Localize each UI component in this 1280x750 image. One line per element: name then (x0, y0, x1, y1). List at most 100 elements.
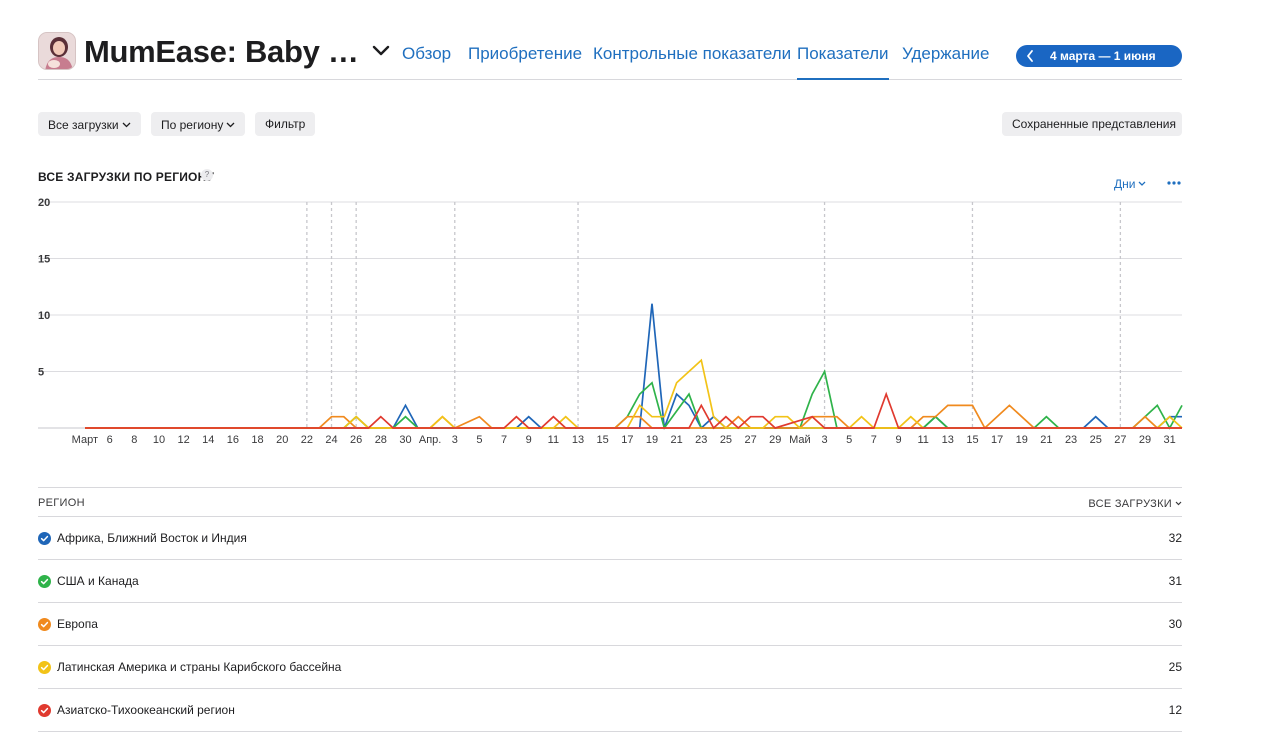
date-range-button[interactable]: 4 марта — 1 июня (1016, 45, 1182, 67)
region-downloads-value: 12 (1168, 703, 1182, 717)
x-tick-label: 28 (375, 434, 387, 446)
column-header-region: РЕГИОН (38, 497, 85, 509)
all-downloads-dropdown[interactable]: Все загрузки (38, 112, 141, 136)
help-icon[interactable]: ? (201, 169, 213, 181)
tab-retention[interactable]: Удержание (902, 44, 990, 63)
column-header-downloads-label: ВСЕ ЗАГРУЗКИ (1088, 498, 1172, 510)
checkmark-circle-icon[interactable] (38, 661, 51, 674)
x-tick-label: 15 (966, 434, 978, 446)
x-tick-label: 19 (646, 434, 658, 446)
x-tick-label: 7 (501, 434, 507, 446)
chevron-down-icon (1138, 176, 1146, 186)
x-tick-label: 25 (720, 434, 732, 446)
series-line[interactable] (85, 358, 1183, 429)
table-row[interactable]: США и Канада 31 (38, 560, 1182, 603)
table-row[interactable]: Африка, Ближний Восток и Индия 32 (38, 517, 1182, 560)
region-name: Латинская Америка и страны Карибского ба… (57, 660, 342, 674)
chevron-down-icon (1175, 497, 1182, 506)
x-tick-label: 11 (548, 434, 559, 446)
x-tick-label: 14 (202, 434, 214, 446)
saved-views-button[interactable]: Сохраненные представления (1002, 112, 1182, 136)
region-downloads-value: 31 (1168, 574, 1182, 588)
table-row[interactable]: Европа 30 (38, 603, 1182, 646)
checkmark-circle-icon[interactable] (38, 575, 51, 588)
series-line[interactable] (85, 369, 1183, 430)
region-downloads-value: 32 (1168, 531, 1182, 545)
y-tick-label: 5 (38, 367, 44, 379)
x-tick-label: 8 (131, 434, 137, 446)
series-line[interactable] (85, 391, 1182, 430)
app-title: MumEase: Baby Sle... (84, 34, 366, 69)
x-tick-label: 29 (769, 434, 781, 446)
x-tick-label: 11 (917, 434, 928, 446)
region-downloads-value: 25 (1168, 660, 1182, 674)
chevron-left-icon[interactable] (1025, 49, 1035, 63)
tab-metrics[interactable]: Показатели (797, 44, 889, 80)
app-icon (38, 32, 76, 70)
checkmark-circle-icon[interactable] (38, 618, 51, 631)
x-tick-label: 22 (301, 434, 313, 446)
x-tick-label: 23 (695, 434, 707, 446)
x-tick-label: 21 (671, 434, 683, 446)
x-tick-label: 10 (153, 434, 165, 446)
x-tick-label: 17 (991, 434, 1003, 446)
x-tick-label: 24 (325, 434, 337, 446)
chart-title: ВСЕ ЗАГРУЗКИ ПО РЕГИОНУ (38, 170, 215, 184)
table-row[interactable]: Азиатско-Тихоокеанский регион 12 (38, 689, 1182, 732)
app-header: MumEase: Baby Sle... Обзор Приобретение … (38, 30, 1182, 80)
x-tick-label: 3 (452, 434, 458, 446)
x-tick-label: 18 (251, 434, 263, 446)
tab-overview[interactable]: Обзор (402, 44, 452, 63)
x-tick-label: 7 (871, 434, 877, 446)
x-tick-label: Май (789, 434, 811, 446)
region-name: Азиатско-Тихоокеанский регион (57, 703, 235, 717)
y-tick-label: 15 (38, 254, 50, 266)
x-tick-label: 27 (1114, 434, 1126, 446)
downloads-line-chart[interactable]: 5 10 15 20 Март 6 8 10 12 14 16 18 20 22 24 26 28 30 Апр. 3… (0, 190, 1280, 460)
tab-benchmarks[interactable]: Контрольные показатели (593, 44, 792, 63)
x-tick-label: 31 (1164, 434, 1176, 446)
region-name: Африка, Ближний Восток и Индия (57, 531, 247, 545)
more-options-icon[interactable] (1166, 176, 1182, 188)
series-line[interactable] (85, 303, 1182, 430)
x-tick-label: 6 (107, 434, 113, 446)
x-tick-label: 20 (276, 434, 288, 446)
period-dropdown[interactable]: Дни (1114, 176, 1146, 191)
region-name: Европа (57, 617, 98, 631)
by-region-dropdown[interactable]: По региону (151, 112, 246, 136)
x-tick-label: 23 (1065, 434, 1077, 446)
x-tick-label: 29 (1139, 434, 1151, 446)
x-tick-label: 13 (572, 434, 584, 446)
x-tick-label: 27 (744, 434, 756, 446)
x-tick-label: 5 (846, 434, 852, 446)
date-range-label: 4 марта — 1 июня (1050, 49, 1156, 63)
app-switcher-chevron-icon[interactable] (371, 42, 391, 60)
all-downloads-label: Все загрузки (48, 118, 119, 132)
x-tick-label: 25 (1090, 434, 1102, 446)
y-tick-label: 20 (38, 197, 50, 209)
by-region-label: По региону (161, 118, 224, 132)
x-tick-label: Март (72, 434, 98, 446)
x-tick-label: 5 (476, 434, 482, 446)
x-tick-label: 9 (895, 434, 901, 446)
period-label: Дни (1114, 177, 1136, 191)
x-tick-label: Апр. (419, 434, 441, 446)
x-tick-label: 12 (177, 434, 189, 446)
checkmark-circle-icon[interactable] (38, 704, 51, 717)
chevron-down-icon (226, 112, 235, 128)
x-tick-label: 13 (942, 434, 954, 446)
filter-button[interactable]: Фильтр (255, 112, 316, 136)
tab-acquisition[interactable]: Приобретение (468, 44, 583, 63)
x-tick-label: 17 (621, 434, 633, 446)
region-table: РЕГИОН ВСЕ ЗАГРУЗКИ Африка, Ближний Вост… (38, 487, 1182, 732)
chevron-down-icon (122, 112, 131, 128)
x-tick-label: 15 (597, 434, 609, 446)
x-tick-label: 3 (821, 434, 827, 446)
column-header-downloads[interactable]: ВСЕ ЗАГРУЗКИ (1088, 497, 1182, 510)
table-header: РЕГИОН ВСЕ ЗАГРУЗКИ (38, 487, 1182, 517)
table-row[interactable]: Латинская Америка и страны Карибского ба… (38, 646, 1182, 689)
y-tick-label: 10 (38, 310, 50, 322)
region-name: США и Канада (57, 574, 139, 588)
x-tick-label: 26 (350, 434, 362, 446)
checkmark-circle-icon[interactable] (38, 532, 51, 545)
